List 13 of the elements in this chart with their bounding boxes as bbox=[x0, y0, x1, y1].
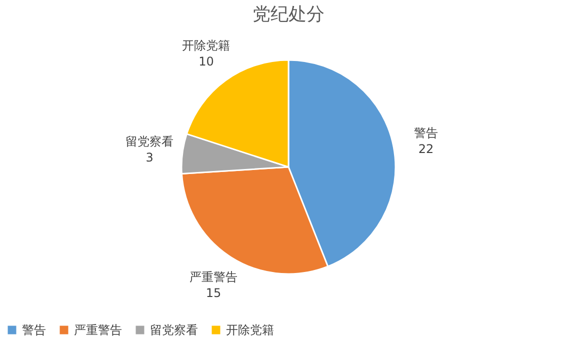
chart-title: 党纪处分 bbox=[252, 4, 324, 25]
legend-label: 开除党籍 bbox=[226, 323, 274, 337]
data-label: 10 bbox=[198, 54, 214, 69]
data-label: 3 bbox=[146, 150, 154, 164]
slice-label: 严重警告 bbox=[189, 270, 238, 284]
data-label: 15 bbox=[206, 286, 222, 300]
legend-label: 警告 bbox=[22, 323, 46, 337]
data-label: 22 bbox=[418, 142, 434, 156]
slice-label: 警告 bbox=[414, 126, 438, 140]
legend-label: 留党察看 bbox=[150, 323, 198, 337]
slice-label: 留党察看 bbox=[126, 134, 174, 148]
slice-label: 开除党籍 bbox=[182, 38, 230, 53]
legend-label: 严重警告 bbox=[74, 323, 122, 337]
